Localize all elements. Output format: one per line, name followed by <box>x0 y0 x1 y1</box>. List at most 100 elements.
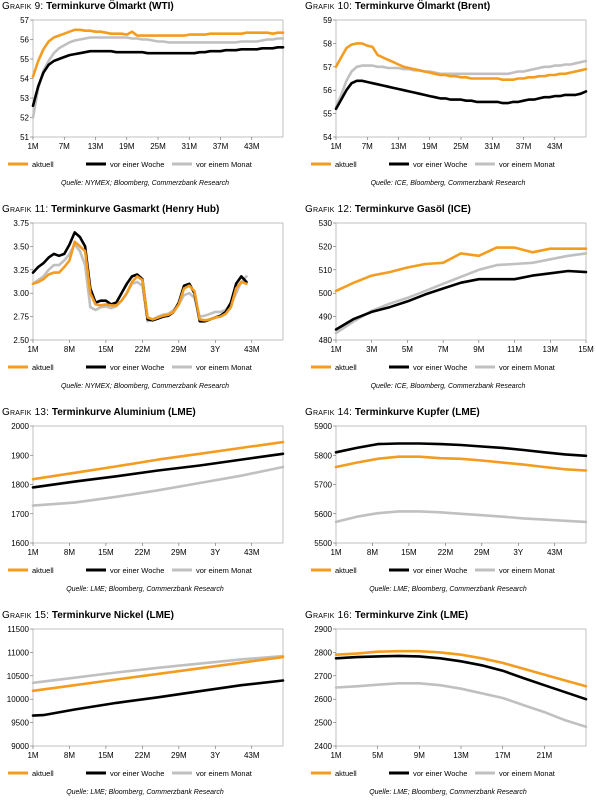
y-tick-label: 480 <box>319 336 333 345</box>
legend-label: vor einer Woche <box>413 566 467 575</box>
chart-title: Grafik 14: Terminkurve Kupfer (LME) <box>305 407 480 418</box>
x-tick-label: 22M <box>135 345 151 354</box>
chart-panel: Grafik 12: Terminkurve Gasöl (ICE) 480 490… <box>303 203 596 405</box>
x-tick-label: 43M <box>547 142 563 151</box>
plot-frame <box>32 628 284 747</box>
x-tick-label: 31M <box>484 142 500 151</box>
series-line-monat <box>334 252 588 335</box>
chart-title-text: Terminkurve Aluminium (LME) <box>51 407 196 418</box>
x-tick-label: 17M <box>495 751 511 760</box>
y-tick-label: 5500 <box>314 539 332 548</box>
y-tick-label: 2800 <box>314 648 332 657</box>
y-tick-label: 3.00 <box>13 289 29 298</box>
legend-label: aktuell <box>335 160 357 169</box>
x-tick-label: 15M <box>578 345 594 354</box>
y-tick-label: 59 <box>323 16 332 25</box>
y-tick-label: 2900 <box>314 625 332 634</box>
chart-panel: Grafik 16: Terminkurve Zink (LME) 2400 250… <box>303 609 596 811</box>
y-tick-label: 11000 <box>7 648 29 657</box>
plot-frame <box>335 222 587 341</box>
y-tick-label: 57 <box>20 16 29 25</box>
x-tick-label: 1M <box>330 345 341 354</box>
chart-title-text: Terminkurve Ölmarkt (WTI) <box>46 1 174 12</box>
x-tick-label: 22M <box>135 548 151 557</box>
legend-item-monat: vor einem Monat <box>475 160 556 169</box>
series-line-woche <box>334 79 588 111</box>
legend-label: aktuell <box>335 363 357 372</box>
chart-svg: 51 52 53 54 55 56 57 1M 7M 13M 19M 25M 31M 37M 43M aktu… <box>8 16 285 169</box>
legend-label: vor einer Woche <box>413 160 467 169</box>
y-tick-label: 56 <box>20 36 29 45</box>
y-tick-label: 530 <box>319 219 333 228</box>
y-tick-label: 1900 <box>11 451 29 460</box>
chart-svg: 2400 2500 2600 2700 2800 2900 1M 5M 9M 13M 17M 21M a… <box>311 625 588 778</box>
x-tick-label: 1M <box>27 548 38 557</box>
chart-number: Grafik 13: <box>2 407 50 418</box>
chart-title-text: Terminkurve Zink (LME) <box>354 610 469 621</box>
legend-label: vor einer Woche <box>110 363 164 372</box>
x-tick-label: 1M <box>27 142 38 151</box>
legend-item-woche: vor einer Woche <box>86 363 164 372</box>
series-line-aktuell <box>334 455 588 472</box>
chart-svg: 54 55 56 57 58 59 1M 7M 13M 19M 25M 31M 37M 43M aktuel… <box>311 16 588 169</box>
x-tick-label: 9M <box>473 345 484 354</box>
legend-item-woche: vor einer Woche <box>389 769 467 778</box>
legend-item-monat: vor einem Monat <box>475 769 556 778</box>
chart-source: Quelle: LME; Bloomberg, Commerzbank Rese… <box>66 586 224 593</box>
x-tick-label: 22M <box>438 548 454 557</box>
legend-item-woche: vor einer Woche <box>86 566 164 575</box>
series-line-woche <box>31 679 285 717</box>
chart-panel: Grafik 9: Terminkurve Ölmarkt (WTI) 51 52 5… <box>0 0 298 202</box>
legend-item-woche: vor einer Woche <box>389 363 467 372</box>
x-tick-label: 1M <box>330 142 341 151</box>
y-tick-label: 54 <box>323 133 332 142</box>
series-line-monat <box>31 243 248 323</box>
series-line-monat <box>334 59 588 108</box>
chart-panel: Grafik 11: Terminkurve Gasmarkt (Henry H… <box>0 203 298 405</box>
x-tick-label: 3Y <box>210 548 220 557</box>
x-tick-label: 29M <box>171 751 187 760</box>
chart-title: Grafik 15: Terminkurve Nickel (LME) <box>2 610 174 621</box>
x-tick-label: 8M <box>64 751 75 760</box>
x-tick-label: 29M <box>171 345 187 354</box>
legend-item-monat: vor einem Monat <box>172 363 253 372</box>
legend-label: aktuell <box>335 566 357 575</box>
y-tick-label: 51 <box>20 133 29 142</box>
x-tick-label: 13M <box>88 142 104 151</box>
y-tick-label: 2500 <box>314 719 332 728</box>
chart-number: Grafik 11: <box>2 204 49 215</box>
chart-source: Quelle: LME; Bloomberg, Commerzbank Rese… <box>369 586 527 593</box>
chart-source: Quelle: ICE, Bloomberg, Commerzbank Rese… <box>370 383 526 390</box>
legend-item-aktuell: aktuell <box>8 769 54 778</box>
y-tick-label: 1600 <box>11 539 29 548</box>
x-tick-label: 3M <box>366 345 377 354</box>
chart-source: Quelle: ICE, Bloomberg, Commerzbank Rese… <box>370 180 526 187</box>
chart-number: Grafik 9: <box>2 1 44 12</box>
x-tick-label: 22M <box>135 751 151 760</box>
chart-title-text: Terminkurve Gasmarkt (Henry Hub) <box>51 204 220 215</box>
legend-label: vor einem Monat <box>196 566 253 575</box>
x-tick-label: 7M <box>438 345 449 354</box>
legend-label: vor einem Monat <box>499 566 556 575</box>
series-line-aktuell <box>334 42 588 81</box>
chart-title-text: Terminkurve Kupfer (LME) <box>354 407 480 418</box>
chart-svg: 5500 5600 5700 5800 5900 1M 8M 15M 22M 29M 3Y 43M ak… <box>311 422 588 575</box>
chart-source: Quelle: LME; Bloomberg, Commerzbank Rese… <box>369 789 527 796</box>
legend-item-woche: vor einer Woche <box>86 769 164 778</box>
legend-item-woche: vor einer Woche <box>86 160 164 169</box>
series-line-woche <box>31 452 285 489</box>
y-tick-label: 520 <box>319 242 333 251</box>
y-tick-label: 1800 <box>11 481 29 490</box>
series-line-aktuell <box>31 440 285 481</box>
x-tick-label: 3Y <box>513 548 523 557</box>
x-tick-label: 37M <box>516 142 532 151</box>
x-tick-label: 13M <box>543 345 559 354</box>
x-tick-label: 37M <box>213 142 229 151</box>
legend-item-woche: vor einer Woche <box>389 160 467 169</box>
chart-title: Grafik 13: Terminkurve Aluminium (LME) <box>2 407 196 418</box>
x-tick-label: 8M <box>367 548 378 557</box>
x-tick-label: 21M <box>537 751 553 760</box>
legend-label: aktuell <box>32 769 54 778</box>
series-line-aktuell <box>31 28 285 78</box>
x-tick-label: 8M <box>64 548 75 557</box>
